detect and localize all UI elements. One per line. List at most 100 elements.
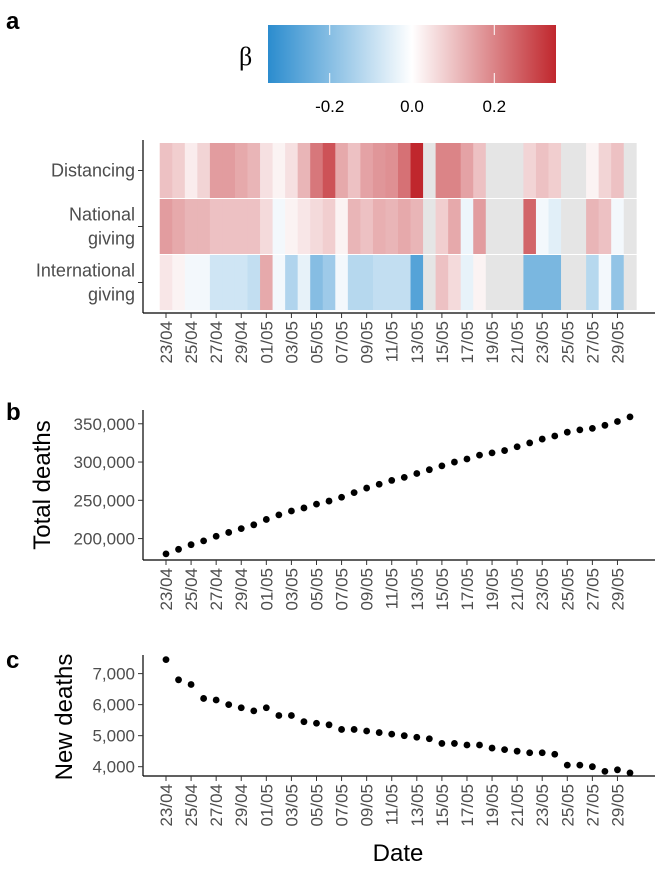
heatmap-cell (510, 255, 524, 310)
heatmap-cell (360, 143, 374, 198)
data-point (187, 541, 195, 549)
data-point (338, 726, 345, 733)
heatmap-cell (586, 255, 600, 310)
heatmap-cell (510, 199, 524, 254)
x-tick-label: 19/05 (483, 784, 502, 827)
data-point (563, 761, 571, 769)
data-point (413, 733, 421, 741)
heatmap-cell (573, 143, 587, 198)
data-point (451, 458, 458, 466)
heatmap-cell (598, 199, 612, 254)
colorbar-tick-label: 0.0 (400, 97, 424, 116)
heatmap-cell (322, 255, 336, 310)
heatmap-cell (222, 255, 236, 310)
colorbar: β -0.2 0.0 0.2 (239, 25, 556, 116)
heatmap-cell (172, 199, 186, 254)
heatmap-cell (460, 143, 474, 198)
x-tick-label: 03/05 (282, 784, 301, 827)
colorbar-tick-label: -0.2 (315, 97, 344, 116)
heatmap-cell (473, 255, 487, 310)
data-point (614, 418, 621, 425)
new-x-ticks: 23/04 25/04 27/04 29/04 01/05 03/05 05/05 07/05… (157, 776, 627, 827)
heatmap-cell (423, 255, 437, 310)
data-point (400, 732, 408, 740)
heatmap-cell (423, 199, 437, 254)
data-point (375, 480, 383, 488)
data-point (601, 421, 609, 429)
x-tick-label: 27/04 (207, 784, 226, 827)
data-point (212, 696, 220, 704)
x-axis-title: Date (373, 840, 424, 867)
data-point (438, 740, 446, 747)
heatmap-cell (410, 143, 424, 198)
data-point (488, 449, 496, 457)
colorbar-ticks: -0.2 0.0 0.2 (315, 25, 506, 116)
new-points (162, 656, 634, 777)
x-tick-label: 05/05 (307, 784, 326, 827)
y-tick-label: 4,000 (92, 758, 135, 777)
data-point (212, 532, 220, 540)
heatmap-cell (548, 143, 562, 198)
x-tick-label: 23/05 (533, 568, 552, 611)
heatmap-cell (310, 143, 324, 198)
heatmap-cell (322, 143, 336, 198)
data-point (325, 497, 333, 505)
heatmap-row-labels: Distancing National giving International giv… (36, 161, 143, 305)
x-tick-label: 07/05 (333, 784, 352, 827)
x-tick-label: 13/05 (408, 568, 427, 611)
x-tick-label: 03/05 (282, 568, 301, 611)
heatmap-cell (460, 255, 474, 310)
total-y-axis-title: Total deaths (29, 420, 56, 549)
heatmap-cell (611, 143, 625, 198)
x-tick-label: 23/05 (533, 784, 552, 827)
x-tick-label: 23/05 (533, 321, 552, 364)
y-tick-label: 350,000 (74, 415, 135, 434)
data-point (313, 719, 320, 727)
new-y-ticks: 4,000 5,000 6,000 7,000 (92, 665, 143, 777)
heatmap-cell (598, 255, 612, 310)
data-point (463, 741, 471, 749)
heatmap-cell (322, 199, 336, 254)
colorbar-tick-label: 0.2 (482, 97, 506, 116)
data-point (313, 500, 320, 508)
heatmap-cell (611, 199, 625, 254)
heatmap-cell (222, 143, 236, 198)
total-x-ticks: 23/04 25/04 27/04 29/04 01/05 03/05 05/05 07/05… (157, 560, 627, 611)
data-point (262, 704, 270, 712)
heatmap-cell (498, 255, 512, 310)
data-point (551, 432, 559, 440)
heatmap-cell (623, 143, 637, 198)
data-point (388, 730, 396, 738)
x-tick-label: 25/05 (558, 784, 577, 827)
heatmap-cell (573, 255, 587, 310)
heatmap-cell (523, 255, 537, 310)
heatmap-cell (184, 143, 198, 198)
heatmap-cell (347, 255, 361, 310)
heatmap-cell (460, 199, 474, 254)
data-point (438, 462, 446, 470)
data-point (626, 769, 634, 777)
heatmap-cell (435, 199, 449, 254)
heatmap-cell (360, 199, 374, 254)
panel-label-c: c (6, 647, 19, 674)
data-point (300, 718, 308, 726)
heatmap-row-label: National giving (69, 205, 135, 249)
heatmap-cell (510, 143, 524, 198)
x-tick-label: 15/05 (433, 321, 452, 364)
x-tick-label: 29/05 (608, 321, 627, 364)
total-y-ticks: 200,000 250,000 300,000 350,000 (74, 415, 143, 549)
x-tick-label: 01/05 (257, 568, 276, 611)
x-tick-label: 21/05 (508, 321, 527, 364)
heatmap-cell (159, 199, 173, 254)
heatmap-cell (423, 143, 437, 198)
heatmap-cell (297, 255, 311, 310)
heatmap-cell (498, 199, 512, 254)
heatmap-cell (285, 143, 299, 198)
x-tick-label: 13/05 (408, 321, 427, 364)
heatmap-cell (535, 199, 549, 254)
heatmap-cell (347, 199, 361, 254)
x-tick-label: 01/05 (257, 321, 276, 364)
x-tick-label: 25/05 (558, 321, 577, 364)
heatmap-cell (523, 199, 537, 254)
heatmap-cell (247, 143, 261, 198)
